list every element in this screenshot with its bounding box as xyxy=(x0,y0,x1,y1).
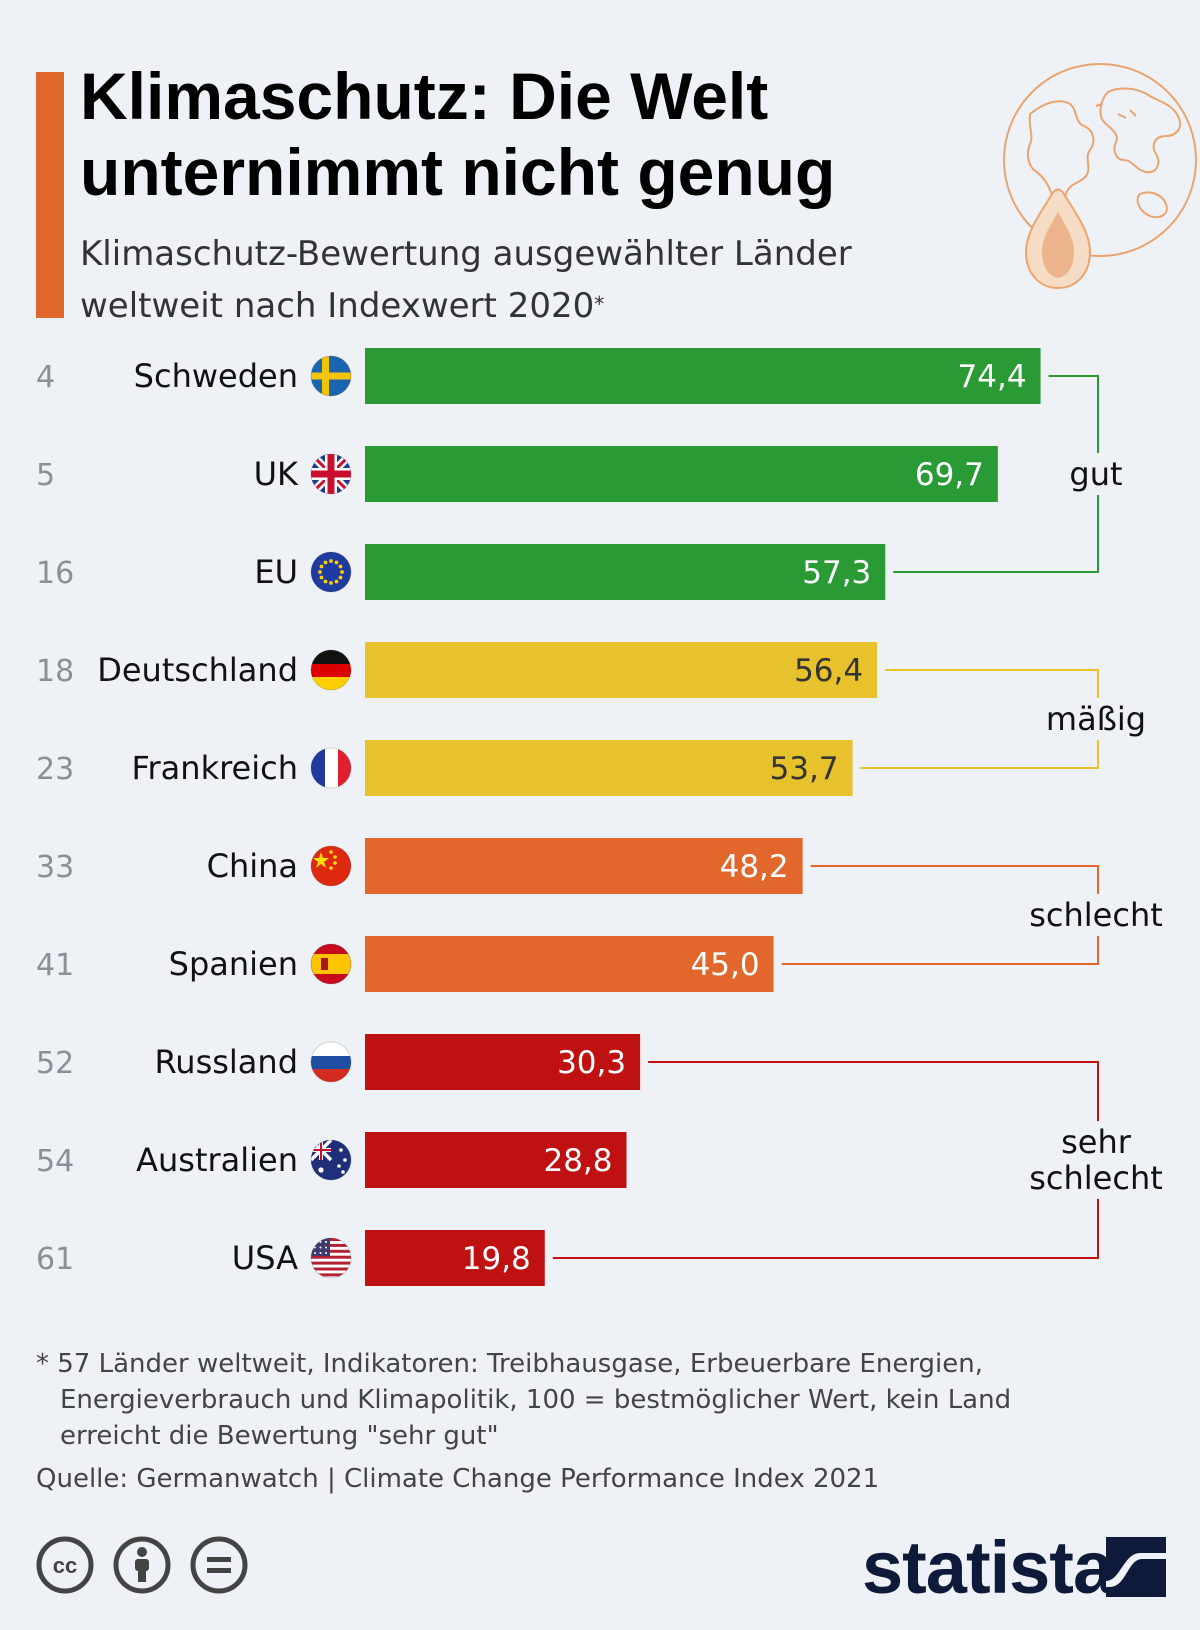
value-label: 48,2 xyxy=(720,849,789,885)
svg-text:cc: cc xyxy=(53,1553,77,1578)
rating-label: schlecht xyxy=(1029,1159,1163,1197)
rank-label: 16 xyxy=(36,556,74,591)
flag-spain-icon xyxy=(311,944,351,984)
country-label: Russland xyxy=(154,1043,298,1081)
country-label: Spanien xyxy=(169,945,298,983)
by-icon[interactable] xyxy=(113,1536,171,1594)
footnote-line-2: Energieverbrauch und Klimapolitik, 100 =… xyxy=(60,1385,1012,1415)
country-label: USA xyxy=(232,1239,298,1277)
rank-label: 54 xyxy=(36,1144,74,1179)
subtitle-line-2-wrap: weltweit nach Indexwert 2020* xyxy=(80,280,940,332)
accent-bar xyxy=(36,72,64,318)
rank-label: 18 xyxy=(36,654,74,689)
value-label: 69,7 xyxy=(915,457,984,493)
bar-rows: 4 Schweden 74,4 5 UK 69,7 16 EU 57,3 18 Deutschlan… xyxy=(36,348,1041,1286)
subtitle-marker: * xyxy=(594,292,605,316)
source-note: Quelle: Germanwatch | Climate Change Per… xyxy=(36,1464,880,1494)
value-label: 30,3 xyxy=(557,1045,626,1081)
bracket-label-bg xyxy=(1016,894,1176,936)
flag-ring xyxy=(310,943,352,985)
title-line-2: unternimmt nicht genug xyxy=(80,135,836,209)
flag-ring xyxy=(310,551,352,593)
cc-icon[interactable]: cc xyxy=(36,1536,94,1594)
bar-spanien xyxy=(365,936,774,992)
rating-label: sehr xyxy=(1061,1123,1132,1161)
value-label: 57,3 xyxy=(802,555,871,591)
subtitle-line-1: Klimaschutz-Bewertung ausgewählter Lände… xyxy=(80,234,852,274)
bracket-label-bg xyxy=(1043,698,1149,740)
flag-china-icon xyxy=(311,846,351,886)
rating-label: mäßig xyxy=(1046,700,1146,738)
subtitle: Klimaschutz-Bewertung ausgewählter Lände… xyxy=(80,228,940,332)
bar-china xyxy=(365,838,803,894)
rank-label: 5 xyxy=(36,458,55,493)
flag-ring xyxy=(310,747,352,789)
footnote-line-1: * 57 Länder weltweit, Indikatoren: Treib… xyxy=(36,1349,984,1379)
rank-label: 52 xyxy=(36,1046,74,1081)
country-label: EU xyxy=(254,553,298,591)
rank-label: 33 xyxy=(36,850,74,885)
rank-label: 4 xyxy=(36,360,55,395)
country-label: Schweden xyxy=(134,357,298,395)
flag-eu-icon xyxy=(311,552,351,592)
bar-schweden xyxy=(365,348,1041,404)
bracket-label-bg xyxy=(1061,453,1131,495)
subtitle-line-2: weltweit nach Indexwert 2020 xyxy=(80,286,595,326)
rating-label: schlecht xyxy=(1029,896,1163,934)
country-label: China xyxy=(207,847,298,885)
flag-ring xyxy=(310,649,352,691)
flag-russia-icon xyxy=(311,1042,351,1082)
flag-ring xyxy=(310,1139,352,1181)
statista-logo-icon[interactable] xyxy=(1106,1537,1166,1597)
country-label: Frankreich xyxy=(131,749,298,787)
footnote-line-3: erreicht die Bewertung "sehr gut" xyxy=(60,1421,499,1451)
value-label: 74,4 xyxy=(958,359,1027,395)
globe-drop-icon xyxy=(1003,63,1197,290)
page-title: Klimaschutz: Die Welt unternimmt nicht g… xyxy=(80,58,980,210)
value-label: 19,8 xyxy=(462,1241,531,1277)
country-label: Deutschland xyxy=(97,651,298,689)
bar-russland xyxy=(365,1034,641,1090)
statista-wordmark[interactable]: statista xyxy=(862,1526,1114,1609)
bar-frankreich xyxy=(365,740,853,796)
bar-usa xyxy=(365,1230,545,1286)
country-label: UK xyxy=(254,455,299,493)
country-label: Australien xyxy=(136,1141,298,1179)
bar-uk xyxy=(365,446,998,502)
value-label: 53,7 xyxy=(770,751,839,787)
title-line-1: Klimaschutz: Die Welt xyxy=(80,59,769,133)
flag-germany-icon xyxy=(311,650,351,690)
value-label: 45,0 xyxy=(691,947,760,983)
value-label: 56,4 xyxy=(794,653,863,689)
flag-sweden-icon xyxy=(311,356,351,396)
footnote: * 57 Länder weltweit, Indikatoren: Treib… xyxy=(36,1346,1156,1454)
flag-uk-icon xyxy=(311,454,351,494)
flag-ring xyxy=(310,1237,352,1279)
value-label: 28,8 xyxy=(543,1143,612,1179)
bar-chart: 4 Schweden 74,4 5 UK 69,7 16 EU 57,3 18 Deutschlan… xyxy=(36,348,1176,1286)
flag-ring xyxy=(310,453,352,495)
flag-usa-icon xyxy=(311,1238,351,1278)
bar-eu xyxy=(365,544,886,600)
bar-deutschland xyxy=(365,642,878,698)
nd-icon[interactable] xyxy=(190,1536,248,1594)
flag-france-icon xyxy=(311,748,351,788)
flag-ring xyxy=(310,1041,352,1083)
rank-label: 23 xyxy=(36,752,74,787)
bar-australien xyxy=(365,1132,627,1188)
license-icons: cc xyxy=(36,1536,262,1600)
flag-australia-icon xyxy=(311,1140,351,1180)
rank-label: 41 xyxy=(36,948,74,983)
bracket-label-bg xyxy=(1016,1121,1176,1199)
rank-label: 61 xyxy=(36,1242,74,1277)
rating-label: gut xyxy=(1069,455,1122,493)
flag-ring xyxy=(310,845,352,887)
flag-ring xyxy=(310,355,352,397)
